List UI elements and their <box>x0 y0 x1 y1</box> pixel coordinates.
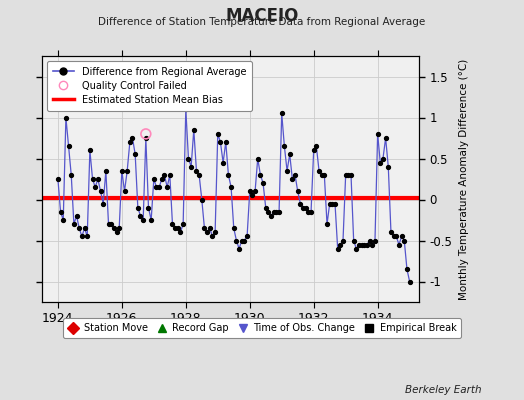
Legend: Station Move, Record Gap, Time of Obs. Change, Empirical Break: Station Move, Record Gap, Time of Obs. C… <box>63 318 461 338</box>
Y-axis label: Monthly Temperature Anomaly Difference (°C): Monthly Temperature Anomaly Difference (… <box>460 58 470 300</box>
Text: Berkeley Earth: Berkeley Earth <box>406 385 482 395</box>
Point <box>141 131 150 137</box>
Text: Difference of Station Temperature Data from Regional Average: Difference of Station Temperature Data f… <box>99 17 425 27</box>
Legend: Difference from Regional Average, Quality Control Failed, Estimated Station Mean: Difference from Regional Average, Qualit… <box>47 61 252 111</box>
Text: MACEIO: MACEIO <box>225 7 299 25</box>
